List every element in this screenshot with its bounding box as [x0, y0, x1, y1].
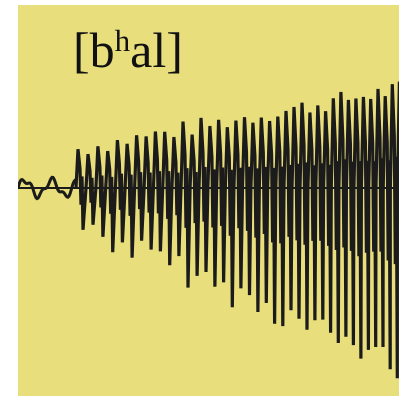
waveform-period	[161, 131, 174, 266]
waveform-period	[352, 98, 363, 359]
waveform-prevoicing	[18, 175, 77, 201]
waveform-period	[257, 117, 270, 304]
waveform-period	[329, 98, 341, 344]
waveform-period	[151, 131, 165, 252]
waveform-period	[142, 136, 155, 250]
waveform-period	[113, 139, 127, 243]
waveform-period	[197, 117, 210, 273]
waveform-period	[133, 135, 146, 241]
waveform-period	[123, 143, 137, 258]
waveform-period	[84, 153, 98, 225]
waveform-period	[274, 116, 286, 327]
waveform-plot	[18, 81, 399, 379]
waveform-period	[306, 112, 318, 321]
waveform-period	[104, 150, 117, 253]
waveform-period	[367, 98, 378, 348]
waveform-period	[223, 127, 236, 308]
waveform-period	[290, 106, 302, 319]
waveform-period	[206, 125, 219, 287]
waveform-period	[265, 120, 278, 324]
waveform-period	[344, 99, 356, 346]
spectrogram-panel: [bhal]	[18, 5, 399, 396]
waveform-period	[388, 84, 399, 379]
label-close: al]	[130, 22, 183, 78]
waveform-period	[374, 88, 385, 348]
waveform-period	[337, 91, 348, 337]
phonetic-label: [bhal]	[73, 25, 183, 75]
waveform-period	[232, 120, 245, 289]
waveform-period	[381, 96, 392, 370]
waveform-period	[282, 110, 294, 311]
waveform-period	[298, 102, 310, 330]
waveform-period	[170, 136, 183, 257]
label-aspiration: h	[114, 23, 131, 58]
waveform-period	[74, 149, 88, 230]
waveform-period	[188, 134, 201, 276]
waveform-period	[249, 122, 261, 313]
waveform-period	[314, 105, 326, 320]
waveform-period	[240, 117, 253, 296]
waveform-period	[321, 111, 333, 333]
waveform-period	[179, 121, 192, 288]
waveform-period	[215, 119, 227, 283]
label-open: [b	[73, 22, 115, 78]
waveform-period	[359, 96, 371, 350]
waveform-period	[94, 146, 108, 237]
